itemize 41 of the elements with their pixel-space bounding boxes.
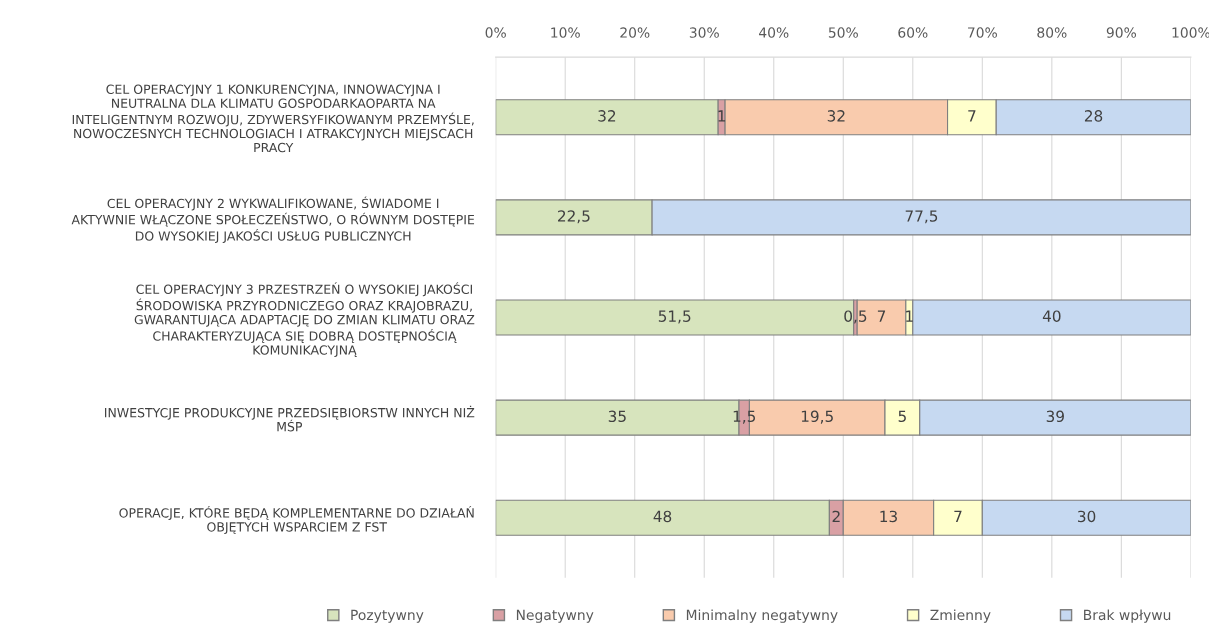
y-tick-label: CEL OPERACYJNY 3 PRZESTRZEŃ O WYSOKIEJ JAKOŚCI ŚRODOWISKA PRZYRODNICZEGO ORAZ KRAJOBRAZU, GWARANTUJĄCA ADAPTACJĘ DO ZMIAN KLIMATU ORAZ CHARAKTERYZUJĄCA SIĘ DOBRĄ DOSTĘPNOŚCIĄ KOMUNIKACYJNĄ xyxy=(134,282,475,358)
data-label: 39 xyxy=(1046,410,1064,423)
data-label: 28 xyxy=(1084,110,1103,122)
x-tick-label: 70% xyxy=(968,27,997,38)
data-label: 7 xyxy=(968,110,976,122)
legend-label: Pozytywny xyxy=(351,609,424,623)
legend-label: Zmienny xyxy=(930,609,991,623)
data-label: 40 xyxy=(1042,310,1061,322)
data-label: 5 xyxy=(898,410,906,423)
x-tick-label: 30% xyxy=(689,27,719,38)
legend-label: Negatywny xyxy=(516,609,594,623)
data-label: 7 xyxy=(954,510,962,522)
data-label: 51,5 xyxy=(658,310,691,324)
data-label: 32 xyxy=(827,110,845,122)
x-tick-label: 0% xyxy=(485,27,506,38)
data-label: 0,5 xyxy=(844,310,867,324)
data-label: 1 xyxy=(718,110,726,122)
data-label: 48 xyxy=(653,510,672,523)
data-label: 32 xyxy=(598,110,616,122)
y-tick-label: OPERACJE, KTÓRE BĘDĄ KOMPLEMENTARNE DO DZIAŁAŃ OBJĘTYCH WSPARCIEM Z FST xyxy=(119,505,474,534)
x-tick-label: 80% xyxy=(1037,27,1067,38)
y-tick-label: INWESTYCJE PRODUKCYJNE PRZEDSIĘBIORSTW INNYCH NIŻ MŚP xyxy=(105,405,475,432)
data-label: 2 xyxy=(832,510,840,522)
data-label: 30 xyxy=(1078,510,1096,523)
data-label: 19,5 xyxy=(801,410,833,424)
legend-label: Brak wpływu xyxy=(1084,609,1171,623)
x-tick-label: 100% xyxy=(1172,27,1209,38)
data-label: 22,5 xyxy=(558,210,590,224)
data-label: 13 xyxy=(880,510,897,523)
data-label: 7 xyxy=(877,310,886,322)
data-label: 35 xyxy=(608,410,626,423)
x-tick-label: 20% xyxy=(620,27,650,38)
data-label: 77,5 xyxy=(905,210,938,224)
x-tick-label: 60% xyxy=(898,27,928,38)
legend-label: Minimalny negatywny xyxy=(686,609,838,623)
y-tick-label: CEL OPERACYJNY 1 KONKURENCYJNA, INNOWACYJNA I NEUTRALNA DLA KLIMATU GOSPODARKAOPARTA NA INTELIGENTNYM ROZWOJU, ZDYWERSYFIKOWANYM PRZEMYŚLE, NOWOCZESNYCH TECHNOLOGIACH I ATRAKCYJNYCH MIEJSCACH PRACY xyxy=(72,84,474,153)
x-tick-label: 50% xyxy=(828,27,858,38)
y-tick-label: CEL OPERACYJNY 2 WYKWALIFIKOWANE, ŚWIADOME I AKTYWNIE WŁĄCZONE SPOŁECZEŃSTWO, O RÓWNYM DOSTĘPIE DO WYSOKIEJ JAKOŚCI USŁUG PUBLICZNYCH xyxy=(71,196,475,244)
x-tick-label: 90% xyxy=(1106,27,1137,38)
x-tick-label: 10% xyxy=(551,27,580,38)
x-tick-label: 40% xyxy=(759,27,789,38)
